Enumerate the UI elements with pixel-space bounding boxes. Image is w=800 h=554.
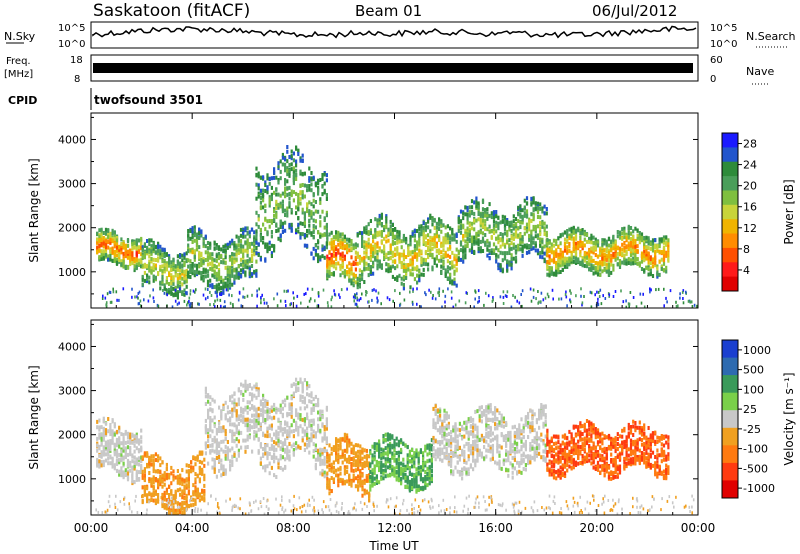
velocity-colorbar-swatch	[722, 480, 738, 499]
power-colorbar-swatch	[722, 161, 738, 177]
velocity-colorbar-swatch	[722, 462, 738, 481]
power-colorbar-tick-label: 28	[743, 138, 757, 151]
nsky-trace	[92, 25, 697, 39]
velocity-colorbar-swatch	[722, 375, 738, 394]
beam-title: Beam 01	[355, 2, 422, 20]
freq-nave-trace	[93, 63, 693, 73]
velocity-plot-area	[91, 320, 698, 515]
xtick-label: 08:00	[276, 521, 311, 535]
velocity-colorbar-tick-label: -25	[743, 423, 761, 436]
velocity-colorbar-swatch	[722, 340, 738, 359]
power-colorbar-tick-label: 20	[743, 180, 757, 193]
xtick-label: 20:00	[580, 521, 615, 535]
power-colorbar-swatch	[722, 262, 738, 278]
nave-label: Nave	[746, 65, 774, 78]
nave-tick-top: 60	[710, 55, 723, 66]
velocity-colorbar-swatch	[722, 410, 738, 429]
power-colorbar-swatch	[722, 147, 738, 163]
velocity-ytick-label: 3000	[58, 385, 86, 398]
cpid-value: twofsound 3501	[94, 93, 203, 107]
power-colorbar-swatch	[722, 276, 738, 292]
power-colorbar-swatch	[722, 219, 738, 235]
velocity-colorbar-tick-label: 100	[743, 383, 764, 396]
velocity-ytick-label: 1000	[58, 473, 86, 486]
velocity-colorbar-tick-label: -100	[743, 443, 768, 456]
nsky-tick-bottom: 10^0	[58, 39, 85, 50]
power-colorbar-label: Power [dB]	[782, 179, 796, 244]
xtick-label: 00:00	[74, 521, 109, 535]
power-colorbar-tick-label: 4	[743, 264, 750, 277]
power-colorbar-swatch	[722, 233, 738, 249]
nsky-label: N.Sky	[4, 30, 36, 43]
power-ytick-label: 2000	[58, 222, 86, 235]
power-data-cells	[96, 145, 698, 308]
power-plot-area	[91, 113, 698, 308]
freq-label-line2: [MHz]	[4, 69, 33, 80]
nsearch-label: N.Search	[746, 30, 796, 43]
power-colorbar-swatch	[722, 176, 738, 191]
velocity-colorbar-swatch	[722, 357, 738, 376]
power-colorbar-tick-label: 24	[743, 159, 757, 172]
freq-tick-top: 18	[70, 55, 83, 66]
velocity-colorbar-swatch	[722, 445, 738, 464]
freq-label-line1: Freq.	[6, 56, 31, 67]
nsky-tick-top: 10^5	[58, 23, 85, 34]
velocity-colorbar-tick-label: -1000	[743, 482, 775, 495]
power-colorbar-tick-label: 12	[743, 222, 757, 235]
power-colorbar-swatch	[722, 204, 738, 220]
power-ylabel: Slant Range [km]	[27, 158, 41, 262]
station-title: Saskatoon (fitACF)	[93, 1, 250, 21]
velocity-colorbar-swatch	[722, 427, 738, 446]
velocity-ytick-label: 4000	[58, 340, 86, 353]
power-ytick-label: 4000	[58, 133, 86, 146]
power-ytick-label: 1000	[58, 266, 86, 279]
velocity-ylabel: Slant Range [km]	[27, 365, 41, 469]
velocity-panel: 1000 2000 3000 4000 00:00 04:00 08:00 12:00 16:0…	[27, 319, 796, 535]
nsky-line	[92, 25, 697, 39]
freq-tick-bottom: 8	[74, 74, 80, 85]
power-colorbar-swatch	[722, 190, 738, 206]
velocity-colorbar-label: Velocity [m s⁻¹]	[782, 372, 796, 465]
nsearch-tick-top: 10^5	[710, 23, 737, 34]
velocity-colorbar-tick-label: -500	[743, 462, 768, 475]
power-colorbar-swatch	[722, 133, 738, 148]
power-colorbar-tick-label: 16	[743, 201, 757, 214]
xaxis-label: Time UT	[368, 539, 419, 553]
velocity-data-cells	[95, 377, 695, 515]
velocity-ytick-label: 2000	[58, 429, 86, 442]
velocity-colorbar-tick-label: 1000	[743, 344, 771, 357]
velocity-colorbar-frame	[721, 339, 739, 499]
xtick-label: 04:00	[175, 521, 210, 535]
nsearch-tick-bottom: 10^0	[710, 39, 737, 50]
power-panel: 1000 2000 3000 4000 Slant Range [km] 4 8 12 16 20…	[27, 112, 796, 309]
date-title: 06/Jul/2012	[592, 2, 677, 20]
velocity-colorbar-tick-label: 25	[743, 403, 757, 416]
xtick-label: 00:00	[681, 521, 716, 535]
xtick-label: 16:00	[478, 521, 513, 535]
freq-panel	[90, 54, 699, 82]
power-colorbar-frame	[721, 132, 739, 292]
velocity-colorbar-swatch	[722, 392, 738, 411]
power-colorbar-tick-label: 8	[743, 243, 750, 256]
power-colorbar-swatch	[722, 247, 738, 263]
nave-tick-bottom: 0	[710, 74, 716, 85]
power-ytick-label: 3000	[58, 178, 86, 191]
nsky-panel	[90, 21, 699, 49]
cpid-label: CPID	[8, 94, 37, 107]
xtick-label: 12:00	[377, 521, 412, 535]
velocity-colorbar-tick-label: 500	[743, 364, 764, 377]
